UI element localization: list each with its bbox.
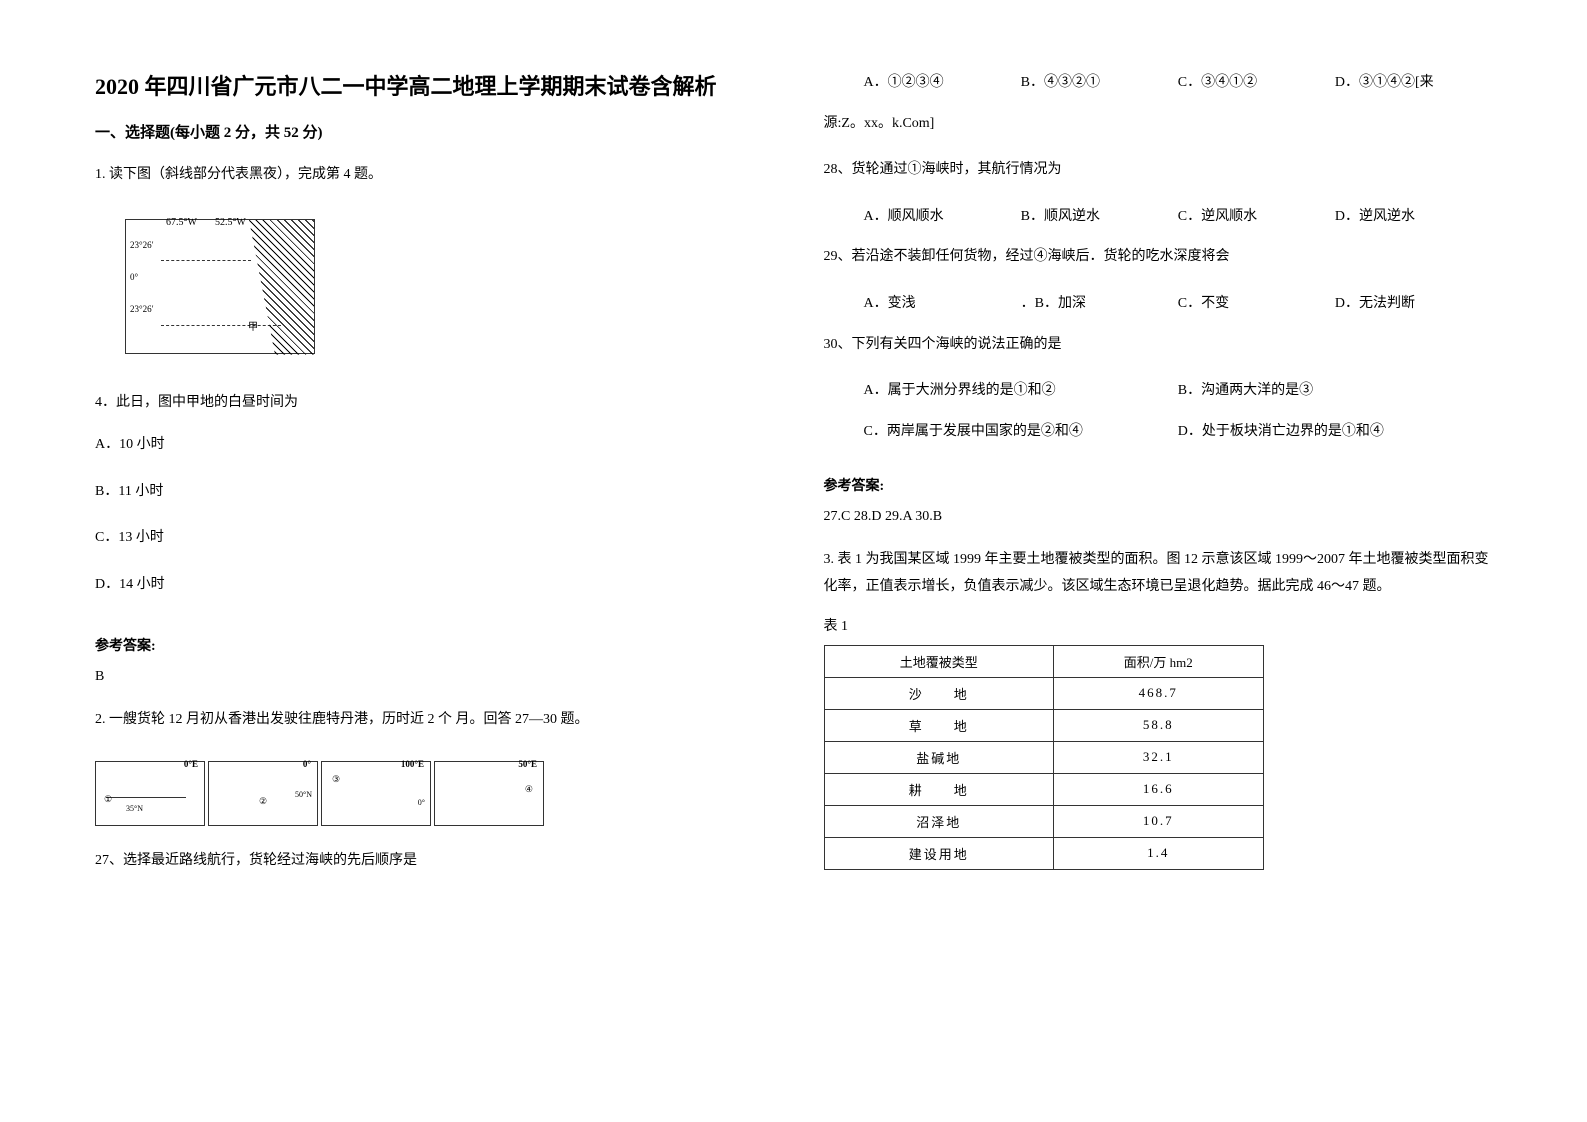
answer-label: 参考答案: (95, 635, 764, 655)
q1-chart: 67.5°W 52.5°W 23°26′ 0° 23°26′ 甲 (125, 219, 315, 354)
q1-option-a: A．10 小时 (95, 432, 764, 459)
table-label: 表 1 (824, 615, 1493, 635)
cell: 16.6 (1054, 773, 1263, 805)
table-row: 沙 地 468.7 (824, 677, 1263, 709)
q30-stem: 30、下列有关四个海峡的说法正确的是 (824, 332, 1493, 359)
q1-option-c: C．13 小时 (95, 525, 764, 552)
map-circle: ② (259, 796, 267, 807)
answer-label: 参考答案: (824, 475, 1493, 495)
table-header-row: 土地覆被类型 面积/万 hm2 (824, 645, 1263, 677)
q30-option-b: B．沟通两大洋的是③ (1178, 378, 1492, 405)
cell: 468.7 (1054, 677, 1263, 709)
q1-stem: 1. 读下图（斜线部分代表黑夜），完成第 4 题。 (95, 162, 764, 189)
left-column: 2020 年四川省广元市八二一中学高二地理上学期期末试卷含解析 一、选择题(每小… (95, 70, 764, 1052)
q1-sub: 4．此日，图中甲地的白昼时间为 (95, 390, 764, 417)
shaded-region (249, 220, 314, 355)
chart-label: 23°26′ (130, 240, 154, 250)
q28-stem: 28、货轮通过①海峡时，其航行情况为 (824, 157, 1493, 184)
q1-answer: B (95, 669, 764, 685)
q28-option-d: D．逆风逆水 (1335, 204, 1492, 231)
chart-label: 0° (130, 272, 154, 282)
cell: 沼泽地 (824, 805, 1054, 837)
map-lat: 50°N (295, 790, 312, 799)
q27-options: A．①②③④ B．④③②① C．③④①② D．③①④②[来 (824, 70, 1493, 97)
q29-options: A．变浅 ．B．加深 C．不变 D．无法判断 (824, 291, 1493, 318)
map-circle: ④ (525, 784, 533, 795)
map-cell-2: 0° ② 50°N (208, 761, 318, 826)
q2-maps: 0°E ① 35°N 0° ② 50°N 100°E ③ 0° 50°E ④ (95, 761, 764, 826)
table-row: 耕 地 16.6 (824, 773, 1263, 805)
map-cell-4: 50°E ④ (434, 761, 544, 826)
section-heading: 一、选择题(每小题 2 分，共 52 分) (95, 121, 764, 142)
q28-options: A．顺风顺水 B．顺风逆水 C．逆风顺水 D．逆风逆水 (824, 204, 1493, 231)
map-lat: 0° (418, 798, 425, 807)
cell: 10.7 (1054, 805, 1263, 837)
chart-y-labels: 23°26′ 0° 23°26′ (130, 240, 154, 314)
q27-option-b: B．④③②① (1021, 70, 1178, 97)
map-cell-3: 100°E ③ 0° (321, 761, 431, 826)
q29-stem: 29、若沿途不装卸任何货物，经过④海峡后．货轮的吃水深度将会 (824, 244, 1493, 271)
chart-top-labels: 67.5°W 52.5°W (166, 217, 246, 228)
chart-label: 23°26′ (130, 304, 154, 314)
q28-option-a: A．顺风顺水 (864, 204, 1021, 231)
map-label: 0° (303, 759, 311, 769)
cell: 58.8 (1054, 709, 1263, 741)
q30-answers: 27.C 28.D 29.A 30.B (824, 509, 1493, 525)
map-cell-1: 0°E ① 35°N (95, 761, 205, 826)
map-circle: ③ (332, 774, 340, 785)
source-tail: 源:Z。xx。k.Com] (824, 111, 1493, 138)
map-line (106, 797, 186, 798)
q27-option-d: D．③①④②[来 (1335, 70, 1492, 97)
chart-label: 52.5°W (215, 217, 246, 228)
map-circle: ① (104, 794, 112, 805)
page-title: 2020 年四川省广元市八二一中学高二地理上学期期末试卷含解析 (95, 70, 764, 103)
cell: 草 地 (824, 709, 1054, 741)
table-row: 沼泽地 10.7 (824, 805, 1263, 837)
q28-option-b: B．顺风逆水 (1021, 204, 1178, 231)
q29-option-c: C．不变 (1178, 291, 1335, 318)
q30-option-a: A．属于大洲分界线的是①和② (864, 378, 1178, 405)
q1-option-b: B．11 小时 (95, 479, 764, 506)
chart-label: 67.5°W (166, 217, 197, 228)
chart-marker: 甲 (248, 318, 258, 333)
map-label: 100°E (401, 759, 424, 769)
table-row: 盐碱地 32.1 (824, 741, 1263, 773)
dashed-line (161, 325, 281, 326)
cell: 1.4 (1054, 837, 1263, 869)
map-label: 0°E (184, 759, 198, 769)
q30-options-line2: C．两岸属于发展中国家的是②和④ D．处于板块消亡边界的是①和④ (824, 419, 1493, 446)
q3-table: 土地覆被类型 面积/万 hm2 沙 地 468.7 草 地 58.8 盐碱地 3… (824, 645, 1264, 870)
table-row: 建设用地 1.4 (824, 837, 1263, 869)
cell: 盐碱地 (824, 741, 1054, 773)
q30-options-line1: A．属于大洲分界线的是①和② B．沟通两大洋的是③ (824, 378, 1493, 405)
q3-stem: 3. 表 1 为我国某区域 1999 年主要土地覆被类型的面积。图 12 示意该… (824, 547, 1493, 600)
map-lat: 35°N (126, 804, 143, 813)
q27-stem: 27、选择最近路线航行，货轮经过海峡的先后顺序是 (95, 848, 764, 875)
q30-option-d: D．处于板块消亡边界的是①和④ (1178, 419, 1492, 446)
right-column: A．①②③④ B．④③②① C．③④①② D．③①④②[来 源:Z。xx。k.C… (824, 70, 1493, 1052)
table-header: 土地覆被类型 (824, 645, 1054, 677)
q28-option-c: C．逆风顺水 (1178, 204, 1335, 231)
q29-option-b: ．B．加深 (1021, 291, 1178, 318)
map-label: 50°E (518, 759, 537, 769)
table-row: 草 地 58.8 (824, 709, 1263, 741)
q1-option-d: D．14 小时 (95, 572, 764, 599)
table-header: 面积/万 hm2 (1054, 645, 1263, 677)
q29-option-d: D．无法判断 (1335, 291, 1492, 318)
q27-option-a: A．①②③④ (864, 70, 1021, 97)
q30-option-c: C．两岸属于发展中国家的是②和④ (864, 419, 1178, 446)
q29-option-a: A．变浅 (864, 291, 1021, 318)
cell: 32.1 (1054, 741, 1263, 773)
cell: 沙 地 (824, 677, 1054, 709)
cell: 耕 地 (824, 773, 1054, 805)
cell: 建设用地 (824, 837, 1054, 869)
q2-stem: 2. 一艘货轮 12 月初从香港出发驶往鹿特丹港，历时近 2 个 月。回答 27… (95, 707, 764, 734)
dashed-line (161, 260, 251, 261)
q27-option-c: C．③④①② (1178, 70, 1335, 97)
